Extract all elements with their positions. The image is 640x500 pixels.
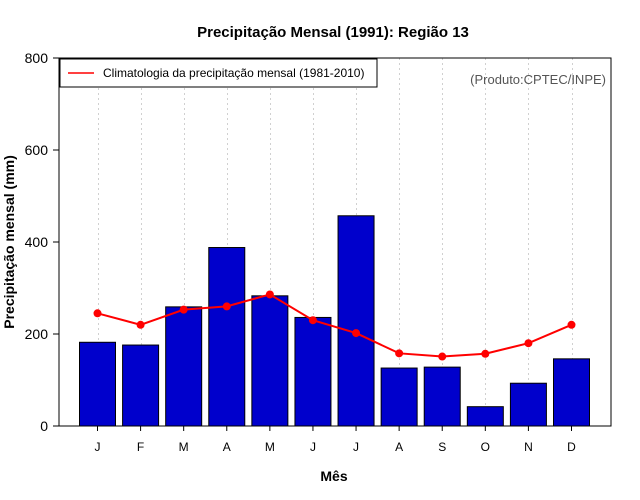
x-tick-label: A [223,440,231,454]
y-tick-label: 600 [25,142,49,158]
x-tick-label: M [265,440,275,454]
x-tick-label: J [95,440,101,454]
y-axis: 0 200 400 600 800 [25,50,59,434]
x-tick-label: S [438,440,446,454]
climatology-line [97,293,572,358]
x-tick-label: F [137,440,144,454]
climatology-point-5 [308,316,317,325]
x-tick-label: O [481,440,490,454]
y-tick-label: 0 [40,418,48,434]
bar-4 [251,295,289,427]
climatology-point-1 [136,320,145,329]
x-tick-label: D [567,440,576,454]
x-tick-label: J [310,440,316,454]
climatology-point-11 [567,320,576,329]
bar-5 [294,316,332,427]
bar-0 [79,341,116,427]
x-tick-label: N [524,440,533,454]
bar-9 [466,406,504,427]
y-tick-label: 800 [25,50,49,66]
climatology-point-9 [481,349,490,358]
y-tick-label: 400 [25,234,49,250]
climatology-point-7 [395,349,404,358]
bar-3 [208,247,246,427]
y-tick-label: 200 [25,326,49,342]
chart-title: Precipitação Mensal (1991): Região 13 [197,24,469,41]
x-tick-label: A [395,440,403,454]
bar-8 [423,366,461,427]
legend: Climatologia da precipitação mensal (198… [59,58,378,88]
climatology-series [93,290,576,361]
climatology-point-2 [179,305,188,314]
y-axis-label: Precipitação mensal (mm) [1,155,17,329]
bar-series [79,215,590,427]
climatology-point-4 [265,290,274,299]
bar-10 [509,382,547,427]
x-tick-label: J [353,440,359,454]
climatology-point-0 [93,309,102,318]
climatology-point-6 [352,329,361,338]
legend-box [59,58,378,88]
x-tick-label: M [179,440,189,454]
bar-7 [380,367,418,427]
bar-6 [337,215,375,427]
source-credit: (Produto:CPTEC/INPE) [470,72,606,87]
x-axis-label: Mês [320,468,347,484]
bar-2 [165,306,203,427]
legend-entry-climatology: Climatologia da precipitação mensal (198… [103,66,364,80]
bar-11 [553,358,590,427]
climatology-point-8 [438,352,447,361]
climatology-point-3 [222,302,231,311]
climatology-point-10 [524,339,533,348]
bar-1 [122,344,160,427]
